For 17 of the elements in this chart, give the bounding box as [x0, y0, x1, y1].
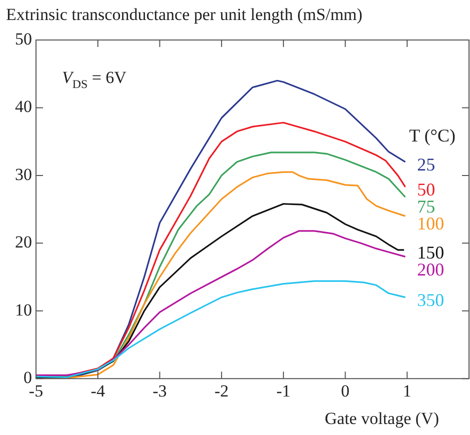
x-tick-label: -3	[152, 381, 167, 400]
y-tick-label: 20	[15, 232, 32, 252]
series-label: 25	[417, 154, 436, 175]
x-tick-label: -1	[276, 381, 291, 400]
x-tick-label: -4	[90, 381, 106, 400]
x-tick-label: -2	[214, 381, 229, 400]
y-tick-label: 30	[15, 164, 32, 184]
legend-title: T (°C)	[409, 126, 456, 146]
y-axis-title: Extrinsic transconductance per unit length (mS/mm)	[6, 5, 362, 24]
x-tick-label: 1	[402, 381, 412, 400]
x-axis-title: Gate voltage (V)	[324, 409, 439, 428]
series-label: 350	[417, 290, 444, 310]
y-tick-label: 0	[24, 368, 32, 388]
x-tick-label: 0	[341, 381, 350, 400]
y-tick-label: 40	[15, 97, 32, 116]
y-tick-label: 50	[15, 29, 32, 48]
y-tick-label: 10	[15, 300, 32, 320]
